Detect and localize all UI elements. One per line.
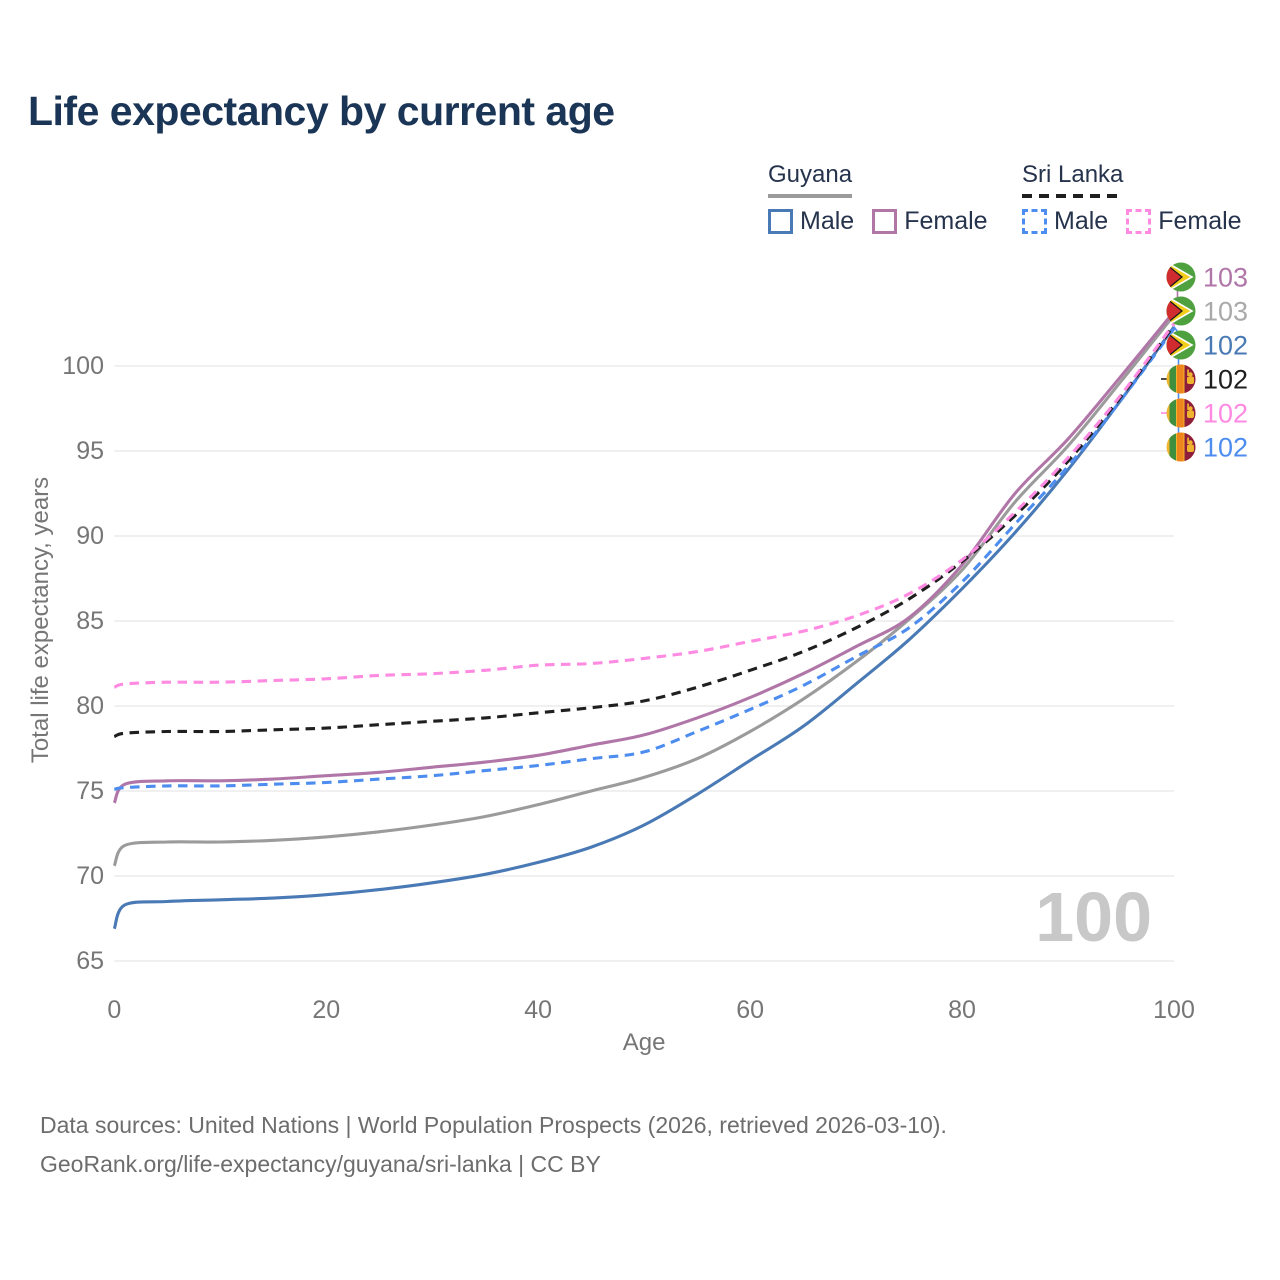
data-sources-footer: Data sources: United Nations | World Pop… — [40, 1106, 947, 1184]
legend-group-guyana: Guyana Male Female — [768, 161, 1006, 236]
x-tick-label: 20 — [312, 996, 340, 1024]
legend-swatch-sri-lanka-male-icon — [1022, 209, 1047, 234]
y-tick-label: 100 — [62, 352, 104, 380]
x-axis-title: Age — [623, 1029, 666, 1056]
y-tick-label: 70 — [76, 862, 104, 890]
y-tick-label: 90 — [76, 522, 104, 550]
gridlines — [114, 365, 1174, 962]
legend-country-guyana: Guyana — [768, 161, 853, 198]
x-axis-tick-labels: 0 20 40 60 80 100 — [107, 996, 1195, 1024]
legend-country-label: Guyana — [768, 161, 853, 188]
end-label-value: 102 — [1203, 365, 1248, 395]
series-lines — [112, 310, 1176, 930]
legend-item-label: Male — [1054, 207, 1109, 235]
end-label-value: 102 — [1203, 399, 1248, 429]
legend-item-sri-lanka-male[interactable]: Male — [1022, 207, 1108, 236]
guyana-line — [112, 314, 1176, 867]
y-tick-label: 80 — [76, 692, 104, 720]
legend-item-sri-lanka-female[interactable]: Female — [1126, 207, 1242, 236]
end-label-value: 102 — [1203, 331, 1248, 361]
legend-group-sri-lanka: Sri Lanka Male Female — [1022, 161, 1260, 236]
y-tick-label: 95 — [76, 437, 104, 465]
guyana-flag-icon — [1166, 330, 1196, 360]
sri-lanka-male-line — [113, 327, 1176, 791]
sri-lanka-flag-icon — [1166, 432, 1196, 462]
y-tick-label: 85 — [76, 607, 104, 635]
y-axis-title: Total life expectancy, years — [27, 477, 54, 763]
x-tick-label: 100 — [1153, 996, 1195, 1024]
y-axis-tick-labels: 65 70 75 80 85 90 95 100 — [62, 352, 104, 975]
guyana-male-line — [112, 325, 1176, 930]
legend-country-label: Sri Lanka — [1022, 161, 1124, 188]
legend-underline-dashed — [1022, 194, 1124, 198]
y-tick-label: 75 — [76, 777, 104, 805]
footer-sources-line: Data sources: United Nations | World Pop… — [40, 1112, 947, 1138]
legend-item-label: Female — [904, 207, 988, 235]
legend-swatch-guyana-male-icon — [768, 209, 793, 234]
legend-item-label: Female — [1158, 207, 1242, 235]
legend-country-sri-lanka: Sri Lanka — [1022, 161, 1124, 198]
x-tick-label: 40 — [524, 996, 552, 1024]
footer-attribution-line: GeoRank.org/life-expectancy/guyana/sri-l… — [40, 1151, 601, 1177]
legend-underline-solid — [768, 194, 853, 198]
age-watermark: 100 — [1035, 878, 1152, 956]
legend-swatch-guyana-female-icon — [872, 209, 898, 234]
end-label-value: 103 — [1203, 263, 1248, 293]
end-label-value: 102 — [1203, 433, 1248, 463]
end-label-value: 103 — [1203, 297, 1248, 327]
legend-items-sri-lanka: Male Female — [1022, 207, 1260, 236]
sri-lanka-female-line — [113, 322, 1176, 689]
guyana-female-line — [112, 310, 1176, 804]
x-tick-label: 0 — [107, 996, 121, 1024]
legend-items-guyana: Male Female — [768, 207, 1006, 236]
x-tick-label: 80 — [948, 996, 976, 1024]
sri-lanka-flag-icon — [1166, 364, 1196, 394]
end-labels: 102 103 103 102 102 102 — [1166, 262, 1248, 463]
guyana-flag-icon — [1166, 262, 1196, 292]
x-tick-label: 60 — [736, 996, 764, 1024]
y-tick-label: 65 — [76, 947, 104, 975]
legend-item-guyana-female[interactable]: Female — [872, 207, 988, 236]
sri-lanka-line — [113, 324, 1176, 739]
sri-lanka-flag-icon — [1166, 398, 1196, 428]
chart-title: Life expectancy by current age — [28, 88, 615, 134]
legend-item-guyana-male[interactable]: Male — [768, 207, 854, 236]
legend-swatch-sri-lanka-female-icon — [1126, 209, 1152, 234]
guyana-flag-icon — [1166, 296, 1196, 326]
legend-item-label: Male — [800, 207, 855, 235]
